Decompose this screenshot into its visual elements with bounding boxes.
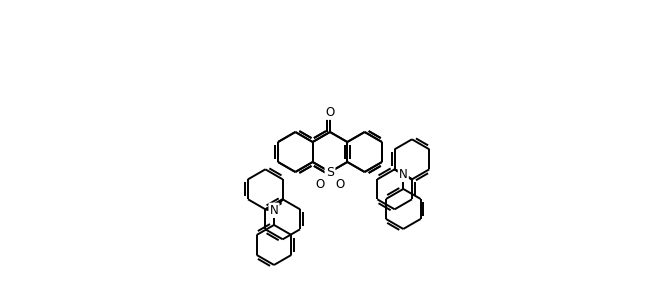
Text: N: N	[270, 204, 279, 217]
Text: O: O	[335, 178, 345, 190]
Text: O: O	[325, 106, 335, 118]
Text: O: O	[315, 178, 325, 190]
Text: N: N	[399, 168, 408, 181]
Text: O: O	[335, 178, 345, 190]
Text: S: S	[326, 166, 334, 178]
Text: O: O	[325, 106, 335, 118]
Text: O: O	[315, 178, 325, 190]
Text: S: S	[326, 166, 334, 178]
